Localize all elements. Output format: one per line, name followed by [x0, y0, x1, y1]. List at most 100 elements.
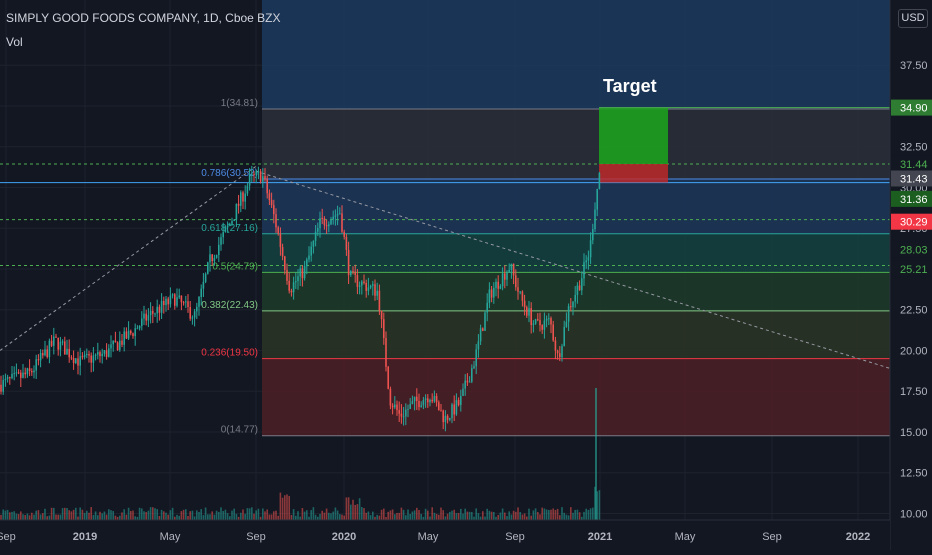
- candle-body: [424, 398, 427, 400]
- candle-body: [270, 200, 273, 206]
- candle-body: [363, 281, 365, 283]
- volume-bar: [484, 516, 486, 520]
- fib-zone: [262, 358, 890, 436]
- volume-bar: [187, 515, 189, 520]
- trendline-up: [0, 165, 257, 351]
- candle-body: [361, 281, 363, 286]
- volume-bar: [354, 504, 356, 520]
- volume-bar: [248, 508, 251, 520]
- time-tick-label: Sep: [505, 531, 525, 543]
- candle-body: [224, 227, 227, 233]
- candle-body: [464, 380, 466, 389]
- volume-bar: [420, 513, 422, 520]
- candle-body: [246, 185, 249, 194]
- volume-bar: [279, 492, 282, 520]
- candle-body: [288, 280, 290, 291]
- volume-bar: [121, 512, 123, 520]
- candle-body: [499, 286, 502, 289]
- candle-body: [330, 219, 332, 225]
- volume-bar: [242, 509, 244, 520]
- candle-body: [319, 217, 321, 229]
- volume-bar: [336, 510, 339, 520]
- price-tick-label: 32.50: [900, 142, 928, 154]
- candle-body: [350, 270, 352, 276]
- volume-bar: [136, 516, 139, 520]
- candle-body: [592, 229, 594, 241]
- candle-body: [295, 281, 297, 283]
- candle-body: [281, 247, 284, 257]
- candle-body: [163, 300, 165, 306]
- volume-bar: [416, 507, 418, 520]
- volume-bar: [413, 510, 416, 520]
- volume-bar: [246, 508, 249, 520]
- volume-bar: [583, 511, 585, 520]
- volume-bar: [156, 509, 158, 520]
- candle-body: [457, 400, 460, 405]
- candle-body: [72, 358, 75, 364]
- fib-zone-top: [262, 0, 890, 110]
- candle-body: [321, 217, 323, 219]
- volume-bar: [512, 510, 515, 520]
- target-stop-zone[interactable]: [599, 163, 668, 183]
- candle-body: [24, 372, 26, 375]
- volume-bar: [565, 514, 568, 520]
- volume-bar: [466, 511, 469, 520]
- volume-bar: [378, 515, 381, 520]
- candle-body: [213, 257, 216, 262]
- price-tick-label: 22.50: [900, 305, 928, 317]
- time-axis[interactable]: [0, 520, 890, 550]
- candle-body: [442, 410, 444, 423]
- volume-bar: [33, 514, 35, 520]
- price-tick-label: 15.00: [900, 427, 928, 439]
- volume-bar: [319, 513, 321, 520]
- volume-bar: [59, 514, 62, 520]
- volume-bar: [321, 510, 323, 520]
- volume-bar: [253, 513, 255, 520]
- volume-bar: [178, 515, 180, 520]
- target-profit-zone[interactable]: [599, 107, 668, 164]
- volume-bar: [81, 509, 84, 520]
- candle-body: [484, 312, 486, 331]
- candle-body: [523, 300, 526, 308]
- candle-body: [273, 205, 275, 215]
- volume-bar: [77, 516, 79, 520]
- candle-body: [570, 306, 572, 308]
- candle-body: [259, 171, 262, 182]
- candle-body: [488, 289, 491, 303]
- volume-bar: [167, 514, 169, 520]
- volume-bar: [429, 516, 431, 520]
- volume-bar: [20, 511, 22, 520]
- price-badge: [891, 170, 932, 187]
- volume-bar: [273, 511, 275, 520]
- volume-bar: [451, 510, 453, 520]
- volume-bar: [501, 508, 504, 520]
- candle-body: [420, 405, 422, 407]
- currency-button[interactable]: USD: [898, 9, 928, 28]
- candle-body: [70, 357, 73, 359]
- fib-zone: [262, 233, 890, 273]
- volume-bar: [86, 510, 88, 520]
- candle-body: [387, 366, 389, 389]
- volume-bar: [407, 509, 409, 520]
- volume-bar: [471, 512, 473, 520]
- candle-body: [226, 225, 229, 228]
- volume-bar: [158, 515, 161, 520]
- volume-bar: [204, 507, 207, 520]
- volume-bar: [220, 507, 222, 520]
- candle-body: [372, 284, 374, 286]
- candle-body: [176, 297, 178, 306]
- volume-bar: [231, 510, 233, 520]
- volume-bar: [209, 514, 211, 520]
- price-tick-label: 12.50: [900, 468, 928, 480]
- fib-zone: [262, 178, 890, 234]
- volume-bar: [387, 511, 389, 520]
- volume-bar: [552, 508, 554, 520]
- volume-bar: [207, 514, 209, 520]
- candle-body: [409, 403, 411, 409]
- candle-body: [528, 308, 530, 316]
- volume-bar: [152, 507, 154, 520]
- volume-indicator-label[interactable]: Vol: [6, 35, 23, 49]
- volume-bar: [24, 515, 26, 520]
